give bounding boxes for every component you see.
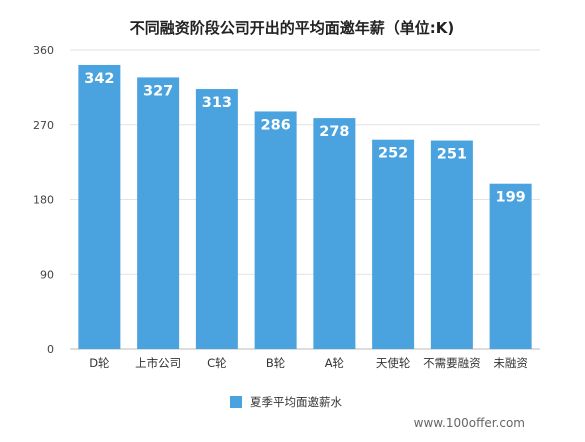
legend-swatch <box>230 396 242 408</box>
x-category-label: B轮 <box>266 356 286 370</box>
bar <box>489 183 532 349</box>
bar-value-label: 342 <box>84 71 114 87</box>
bar-value-label: 313 <box>202 95 232 111</box>
bar-value-label: 327 <box>143 83 173 99</box>
y-tick-label: 0 <box>47 343 54 356</box>
x-category-label: A轮 <box>325 356 345 370</box>
y-axis-ticks: 0 90 180 270 360 <box>33 44 54 356</box>
x-axis-labels: D轮 上市公司 C轮 B轮 A轮 天使轮 不需要融资 未融资 <box>89 356 528 370</box>
bars: 342 327 313 286 278 252 251 199 <box>78 64 532 350</box>
bar <box>195 89 238 350</box>
bar-value-label: 278 <box>319 124 349 140</box>
bar <box>254 111 297 349</box>
bar-value-label: 251 <box>437 147 467 163</box>
x-category-label: C轮 <box>207 356 227 370</box>
chart-title: 不同融资阶段公司开出的平均面邀年薪（单位:K) <box>130 19 454 37</box>
x-category-label: 天使轮 <box>376 356 411 370</box>
bar <box>430 140 473 349</box>
y-tick-label: 90 <box>40 268 54 281</box>
bar <box>78 64 121 349</box>
bar <box>372 139 415 349</box>
bar <box>137 77 180 350</box>
legend: 夏季平均面邀薪水 <box>230 395 342 409</box>
x-category-label: D轮 <box>89 356 110 370</box>
y-tick-label: 180 <box>33 194 54 207</box>
bar <box>313 118 356 349</box>
watermark: www.100offer.com <box>414 416 525 430</box>
x-category-label: 不需要融资 <box>423 356 481 370</box>
y-tick-label: 270 <box>33 119 54 132</box>
bar-value-label: 199 <box>495 190 525 206</box>
legend-label: 夏季平均面邀薪水 <box>250 395 342 409</box>
bar-value-label: 252 <box>378 146 408 162</box>
x-category-label: 上市公司 <box>135 356 181 370</box>
y-tick-label: 360 <box>33 44 54 57</box>
bar-value-label: 286 <box>260 117 290 133</box>
x-category-label: 未融资 <box>493 356 528 370</box>
